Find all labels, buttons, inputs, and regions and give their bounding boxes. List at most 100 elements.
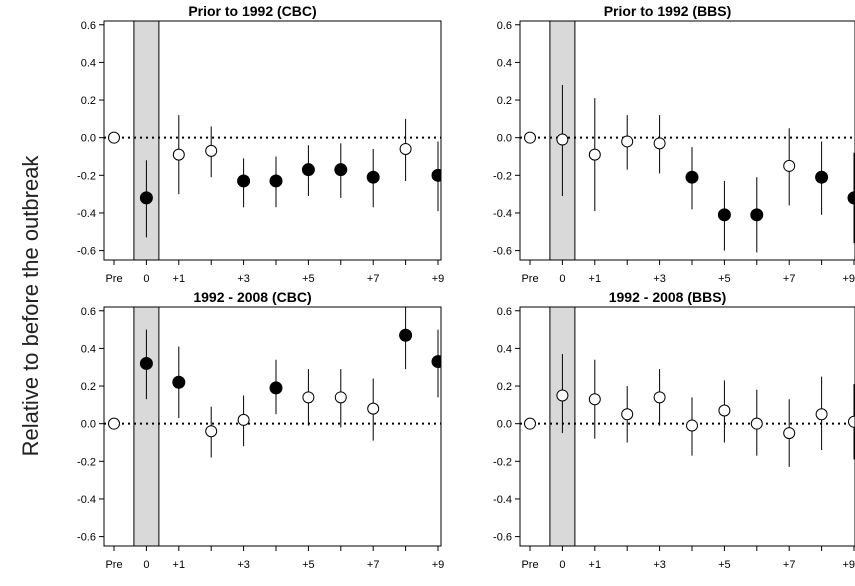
point-open: [588, 393, 601, 406]
point-filled: [431, 355, 441, 369]
point-open: [556, 133, 569, 146]
x-tick-label: +7: [367, 559, 380, 571]
x-tick-label: +7: [367, 273, 380, 285]
point-filled: [172, 375, 186, 389]
point-filled: [431, 168, 441, 182]
y-tick-label: 0.6: [81, 306, 96, 318]
y-tick-label: 0.0: [81, 133, 96, 145]
y-tick-label: -0.2: [493, 456, 512, 468]
y-tick-label: -0.6: [77, 532, 96, 544]
x-tick-label: Pre: [521, 559, 538, 571]
point-open: [399, 142, 412, 155]
point-open: [783, 427, 796, 440]
panel-title: Prior to 1992 (CBC): [188, 3, 316, 19]
x-tick-label: Pre: [105, 273, 122, 285]
point-open: [205, 144, 218, 157]
x-tick-label: +9: [842, 273, 855, 285]
point-open: [848, 415, 855, 428]
y-tick-label: 0.0: [81, 419, 96, 431]
y-tick-label: 0.4: [81, 343, 96, 355]
point-open: [750, 417, 763, 430]
point-filled: [139, 356, 153, 370]
point-open: [653, 391, 666, 404]
y-tick-label: 0.0: [497, 419, 512, 431]
y-tick-label: 0.2: [81, 381, 96, 393]
y-tick-label: 0.4: [497, 343, 512, 355]
y-tick-label: -0.6: [493, 246, 512, 258]
y-tick-label: -0.6: [77, 246, 96, 258]
panel-title: 1992 - 2008 (CBC): [193, 289, 311, 305]
x-tick-label: +3: [237, 559, 250, 571]
x-tick-label: +9: [432, 559, 445, 571]
point-filled: [269, 381, 283, 395]
plot-frame: [519, 20, 855, 261]
x-tick-label: +3: [653, 273, 666, 285]
y-tick-label: -0.4: [77, 208, 96, 220]
y-tick-label: 0.2: [497, 381, 512, 393]
point-filled: [750, 208, 764, 222]
point-filled: [366, 170, 380, 184]
y-tick-label: 0.4: [497, 57, 512, 69]
x-tick-label: +7: [783, 559, 796, 571]
point-open: [172, 148, 185, 161]
point-filled: [399, 328, 413, 342]
plot-frame: [519, 306, 855, 547]
plot-frame: [103, 306, 442, 547]
x-tick-label: +1: [589, 273, 602, 285]
y-tick-label: -0.2: [77, 456, 96, 468]
x-tick-label: +5: [302, 273, 315, 285]
y-tick-label: -0.4: [493, 494, 512, 506]
point-open: [237, 413, 250, 426]
plot-frame: [103, 20, 442, 261]
point-filled: [301, 163, 315, 177]
point-open: [367, 402, 380, 415]
y-tick-label: 0.6: [497, 306, 512, 318]
point-filled: [139, 191, 153, 205]
point-filled: [685, 170, 699, 184]
y-tick-label: 0.2: [81, 95, 96, 107]
point-open: [524, 131, 536, 144]
chart-panel: Prior to 1992 (BBS) -0.6 -0.4 -0.2 0.0 0.2 0.4…: [493, 3, 855, 285]
point-open: [108, 417, 120, 430]
point-filled: [237, 174, 251, 188]
y-tick-label: -0.2: [77, 170, 96, 182]
x-tick-label: Pre: [105, 559, 122, 571]
chart-panel: Prior to 1992 (CBC) -0.6 -0.4 -0.2 0.0 0.2 0.4…: [77, 3, 444, 285]
x-tick-label: +3: [237, 273, 250, 285]
x-tick-label: 0: [143, 559, 149, 571]
y-tick-label: 0.6: [497, 20, 512, 32]
panel-title: Prior to 1992 (BBS): [604, 3, 732, 19]
y-tick-label: -0.6: [493, 532, 512, 544]
point-open: [718, 404, 731, 417]
x-tick-label: +1: [173, 273, 186, 285]
x-tick-label: 0: [559, 559, 565, 571]
data-points: [108, 307, 441, 458]
point-open: [334, 391, 347, 404]
x-tick-label: Pre: [521, 273, 538, 285]
point-open: [588, 148, 601, 161]
point-open: [621, 408, 634, 421]
y-tick-label: 0.4: [81, 57, 96, 69]
point-open: [524, 417, 536, 430]
point-filled: [815, 170, 829, 184]
x-tick-label: +5: [718, 559, 731, 571]
point-filled: [269, 174, 283, 188]
y-tick-label: -0.4: [493, 208, 512, 220]
x-tick-label: +1: [173, 559, 186, 571]
x-tick-label: 0: [143, 273, 149, 285]
data-points: [108, 115, 441, 238]
y-tick-label: -0.4: [77, 494, 96, 506]
x-tick-label: +1: [589, 559, 602, 571]
y-tick-label: 0.6: [81, 20, 96, 32]
point-filled: [717, 208, 731, 222]
x-tick-label: +5: [302, 559, 315, 571]
y-tick-label: -0.2: [493, 170, 512, 182]
x-tick-label: +3: [653, 559, 666, 571]
x-tick-label: +5: [718, 273, 731, 285]
point-filled: [847, 191, 855, 205]
point-open: [815, 408, 828, 421]
point-open: [653, 137, 666, 150]
x-tick-label: +9: [432, 273, 445, 285]
x-tick-label: +9: [842, 559, 855, 571]
